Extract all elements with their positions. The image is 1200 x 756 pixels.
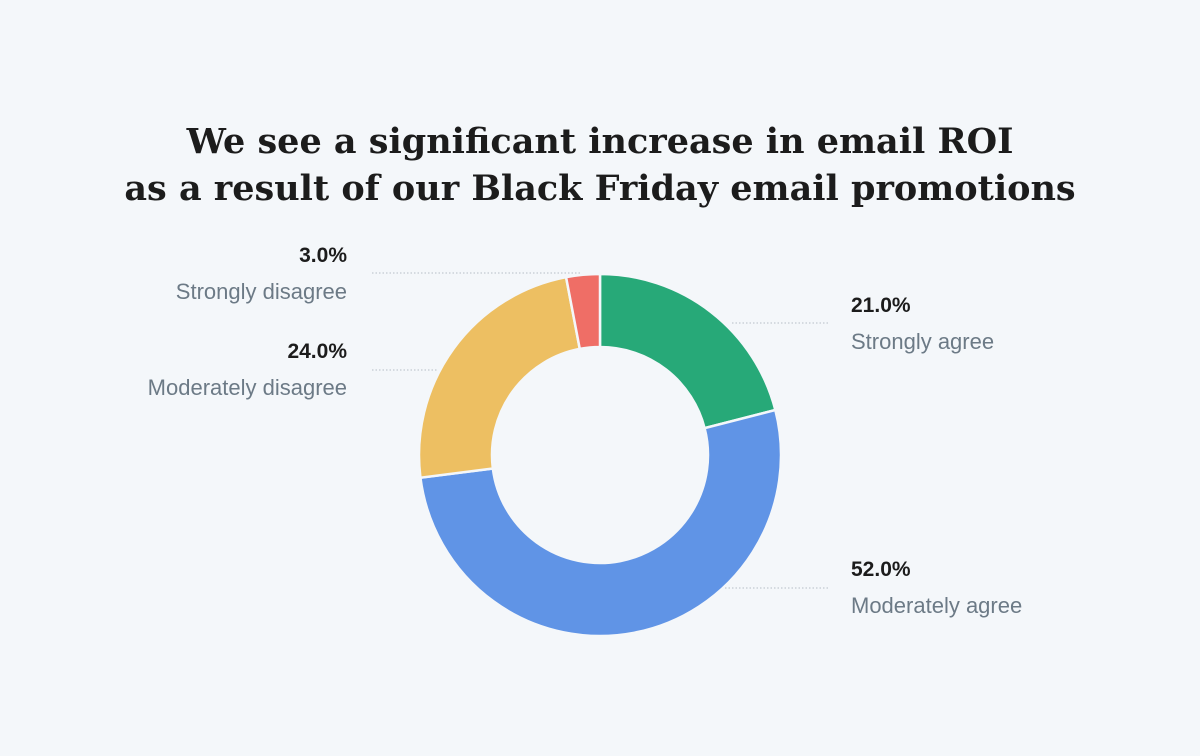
slice-name-moderately-disagree: Moderately disagree	[147, 375, 347, 400]
slice-percent-strongly-disagree: 3.0%	[299, 244, 347, 267]
slice-percent-moderately-agree: 52.0%	[851, 558, 911, 581]
slice-label-strongly-agree: 21.0% Strongly agree	[851, 288, 994, 360]
slice-label-moderately-disagree: 24.0% Moderately disagree	[148, 334, 347, 406]
donut-slice-strongly-agree	[598, 272, 777, 430]
slice-name-strongly-agree: Strongly agree	[851, 329, 995, 354]
chart-title-line-1: We see a significant increase in email R…	[186, 121, 1014, 162]
slice-percent-moderately-disagree: 24.0%	[287, 340, 347, 363]
slice-label-strongly-disagree: 3.0% Strongly disagree	[176, 238, 347, 310]
slice-percent-strongly-agree: 21.0%	[851, 294, 911, 317]
chart-title-line-2: as a result of our Black Friday email pr…	[124, 168, 1076, 209]
slice-label-moderately-agree: 52.0% Moderately agree	[851, 552, 1022, 624]
chart-title: We see a significant increase in email R…	[0, 118, 1200, 212]
slice-name-moderately-agree: Moderately agree	[851, 593, 1023, 618]
slice-name-strongly-disagree: Strongly disagree	[175, 279, 347, 304]
donut-slice-moderately-agree	[419, 408, 783, 638]
leader-lines	[372, 272, 828, 589]
donut-slice-strongly-disagree	[564, 272, 602, 351]
donut-slices	[417, 272, 783, 638]
donut-slice-moderately-disagree	[417, 275, 582, 480]
